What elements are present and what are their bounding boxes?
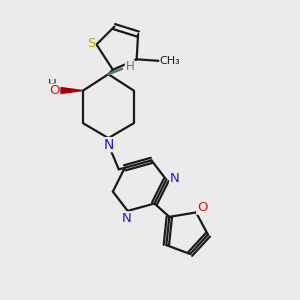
Text: H: H <box>125 60 134 73</box>
Text: O: O <box>49 84 59 97</box>
Text: N: N <box>170 172 179 185</box>
Text: N: N <box>103 138 114 152</box>
Text: CH₃: CH₃ <box>160 56 181 66</box>
Polygon shape <box>61 88 83 94</box>
Text: S: S <box>87 38 95 50</box>
Text: N: N <box>121 212 131 225</box>
Text: H: H <box>48 77 57 91</box>
Text: O: O <box>197 201 207 214</box>
